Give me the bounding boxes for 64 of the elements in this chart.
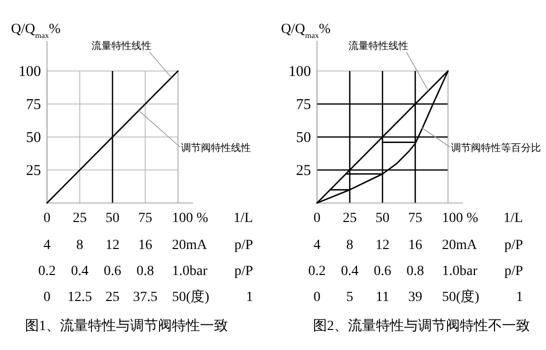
x-axis-title: 1/L bbox=[504, 211, 523, 226]
x-tick-label: 0 bbox=[314, 211, 320, 226]
text: p/P bbox=[234, 264, 254, 279]
text: 12.5 bbox=[68, 290, 92, 305]
y-tick-label: 75 bbox=[26, 97, 41, 113]
x2-tick-label: 16 bbox=[408, 238, 422, 253]
text: 5 bbox=[346, 290, 354, 305]
y-tick-label: 100 bbox=[288, 64, 311, 80]
text: 39 bbox=[408, 290, 422, 305]
text: 0 bbox=[44, 290, 50, 305]
text: 50(度) bbox=[442, 289, 480, 305]
x-tick-label: 75 bbox=[138, 211, 152, 226]
y-axis-title: Q/Q$_{max}$% bbox=[281, 22, 331, 40]
y-axis-title: Q/Q$_{max}$% bbox=[11, 22, 61, 40]
x-tick-label: 100 % bbox=[172, 211, 208, 226]
text: 0 bbox=[314, 290, 320, 305]
y-tick-label: 100 bbox=[18, 64, 41, 80]
x2-tick-label: 12 bbox=[376, 238, 390, 253]
x2-tick-label: 8 bbox=[76, 238, 84, 253]
text: 0.2 bbox=[308, 264, 326, 279]
text: p/P bbox=[504, 264, 524, 279]
text: 1 bbox=[516, 290, 523, 305]
y-tick-label: 25 bbox=[26, 163, 41, 179]
y-tick-label: 50 bbox=[26, 130, 41, 146]
x2-axis-title: p/P bbox=[234, 238, 254, 253]
text: 0.6 bbox=[374, 264, 392, 279]
text: 0.6 bbox=[104, 264, 122, 279]
text: 0.4 bbox=[71, 264, 88, 279]
text: 0.8 bbox=[406, 264, 424, 279]
x-tick-label: 25 bbox=[72, 211, 87, 226]
x2-tick-label: 12 bbox=[106, 238, 120, 253]
text: 11 bbox=[376, 290, 390, 305]
text: 1.0bar bbox=[442, 264, 478, 279]
text: 25 bbox=[106, 290, 120, 305]
text: 0.2 bbox=[38, 264, 56, 279]
text: 37.5 bbox=[133, 290, 158, 305]
x2-axis-title: p/P bbox=[504, 238, 524, 253]
y-tick-label: 50 bbox=[296, 130, 311, 146]
x-tick-label: 50 bbox=[376, 211, 390, 226]
text: 50(度) bbox=[172, 289, 210, 305]
x-tick-label: 0 bbox=[44, 211, 50, 226]
x2-tick-label: 4 bbox=[314, 238, 320, 253]
x-tick-label: 25 bbox=[342, 211, 357, 226]
x-tick-label: 50 bbox=[106, 211, 120, 226]
annotation: 调节阀特性线性 bbox=[181, 142, 251, 154]
text: 图2、流量特性与调节阀特性不一致 bbox=[313, 318, 530, 334]
text: 0.8 bbox=[136, 264, 154, 279]
x2-tick-label: 20mA bbox=[442, 238, 478, 253]
x2-tick-label: 4 bbox=[44, 238, 50, 253]
annotation: 流量特性线性 bbox=[348, 40, 408, 52]
annotation: 调节阀特性等百分比 bbox=[451, 142, 541, 154]
text: 0.4 bbox=[341, 264, 358, 279]
y-tick-label: 75 bbox=[296, 97, 311, 113]
x-axis-title: 1/L bbox=[234, 211, 253, 226]
x2-tick-label: 20mA bbox=[172, 238, 208, 253]
x2-tick-label: 16 bbox=[138, 238, 152, 253]
text: 1 bbox=[246, 290, 253, 305]
x2-tick-label: 8 bbox=[346, 238, 354, 253]
annotation: 流量特性线性 bbox=[91, 40, 152, 52]
x-tick-label: 100 % bbox=[442, 211, 478, 226]
y-tick-label: 25 bbox=[296, 163, 311, 179]
text: 1.0bar bbox=[172, 264, 208, 279]
text: 图1、流量特性与调节阀特性一致 bbox=[25, 318, 228, 334]
x-tick-label: 75 bbox=[408, 211, 422, 226]
